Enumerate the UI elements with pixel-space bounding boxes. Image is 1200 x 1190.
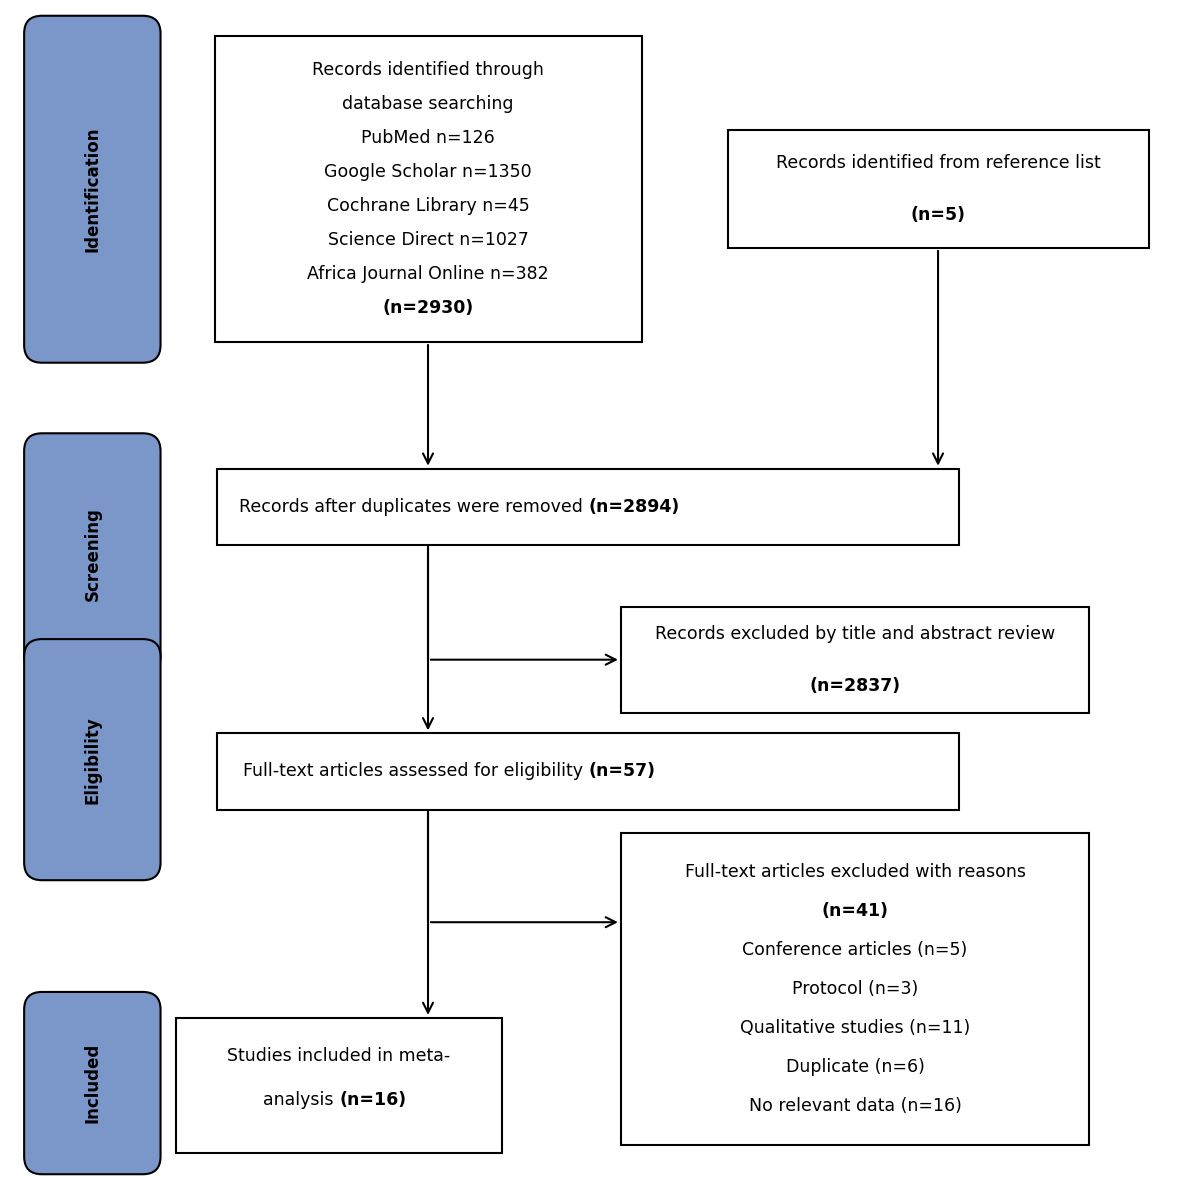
Text: Records identified from reference list: Records identified from reference list (775, 155, 1100, 173)
FancyBboxPatch shape (727, 131, 1148, 248)
Text: Cochrane Library n=45: Cochrane Library n=45 (326, 198, 529, 215)
Text: Identification: Identification (83, 126, 101, 252)
Text: Studies included in meta-: Studies included in meta- (228, 1047, 451, 1065)
FancyBboxPatch shape (24, 992, 161, 1175)
FancyBboxPatch shape (176, 1017, 502, 1153)
Text: Records excluded by title and abstract review: Records excluded by title and abstract r… (655, 625, 1055, 643)
Text: Records after duplicates were removed: Records after duplicates were removed (239, 497, 588, 515)
Text: (n=5): (n=5) (911, 206, 966, 224)
Text: Google Scholar n=1350: Google Scholar n=1350 (324, 163, 532, 181)
FancyBboxPatch shape (24, 15, 161, 363)
Text: Eligibility: Eligibility (83, 715, 101, 803)
Text: Included: Included (83, 1042, 101, 1123)
Text: database searching: database searching (342, 95, 514, 113)
Text: (n=16): (n=16) (340, 1090, 406, 1109)
Text: (n=57): (n=57) (588, 763, 655, 781)
Text: Qualitative studies (n=11): Qualitative studies (n=11) (740, 1019, 970, 1036)
Text: PubMed n=126: PubMed n=126 (361, 130, 494, 148)
Text: No relevant data (n=16): No relevant data (n=16) (749, 1097, 961, 1115)
Text: Duplicate (n=6): Duplicate (n=6) (786, 1058, 924, 1076)
FancyBboxPatch shape (217, 469, 959, 545)
FancyBboxPatch shape (24, 433, 161, 675)
FancyBboxPatch shape (215, 37, 642, 343)
Text: Africa Journal Online n=382: Africa Journal Online n=382 (307, 265, 548, 283)
Text: analysis: analysis (263, 1090, 340, 1109)
Text: (n=2930): (n=2930) (383, 299, 474, 318)
FancyBboxPatch shape (620, 833, 1090, 1145)
Text: Records identified through: Records identified through (312, 62, 544, 80)
FancyBboxPatch shape (620, 607, 1090, 713)
Text: Conference articles (n=5): Conference articles (n=5) (743, 941, 967, 959)
Text: Science Direct n=1027: Science Direct n=1027 (328, 231, 528, 249)
Text: Full-text articles excluded with reasons: Full-text articles excluded with reasons (684, 863, 1026, 881)
FancyBboxPatch shape (24, 639, 161, 881)
Text: Full-text articles assessed for eligibility: Full-text articles assessed for eligibil… (242, 763, 588, 781)
Text: (n=2837): (n=2837) (810, 677, 900, 695)
Text: Protocol (n=3): Protocol (n=3) (792, 981, 918, 998)
Text: (n=41): (n=41) (822, 902, 888, 920)
FancyBboxPatch shape (217, 733, 959, 809)
Text: Screening: Screening (83, 507, 101, 601)
Text: (n=2894): (n=2894) (588, 497, 679, 515)
